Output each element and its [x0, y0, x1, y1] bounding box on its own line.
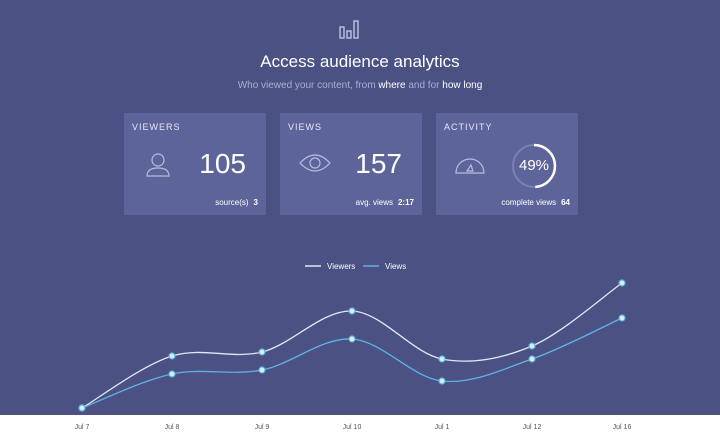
data-point: [438, 355, 446, 363]
x-tick-label: Jul 12: [523, 424, 542, 431]
logo-icon: [339, 20, 359, 39]
legend-label: Views: [385, 262, 406, 271]
card-value: 105: [199, 148, 246, 179]
x-tick-label: Jul 10: [343, 424, 362, 431]
card-footer: source(s) 3: [215, 198, 258, 207]
views-card: VIEWS 157 avg. views 2:17: [280, 113, 422, 215]
x-tick-label: Jul 8: [165, 424, 180, 431]
data-point: [168, 370, 176, 378]
viewers-card: VIEWERS 105 source(s) 3: [124, 113, 266, 215]
data-point: [528, 342, 536, 350]
ring-arc: [533, 143, 557, 189]
title: Access audience analytics: [260, 52, 460, 71]
footer-value: 64: [561, 198, 570, 207]
card-footer: complete views 64: [501, 198, 570, 207]
axis-strip: [0, 415, 720, 438]
card-icon: [146, 153, 170, 177]
card-icon: [455, 143, 557, 189]
card-value: 157: [355, 148, 402, 179]
subtitle-emphasis: how long: [442, 80, 483, 91]
data-point: [168, 352, 176, 360]
card-footer: avg. views 2:17: [356, 198, 414, 207]
data-point: [438, 377, 446, 385]
x-tick-label: Jul 7: [75, 424, 90, 431]
card-value: 49%: [518, 157, 550, 174]
footer-label: avg. views: [355, 198, 393, 207]
data-point: [348, 335, 356, 343]
data-point: [618, 279, 626, 287]
data-point: [78, 404, 86, 412]
x-tick-label: Jul 9: [255, 424, 270, 431]
card-label: VIEWERS: [132, 122, 181, 132]
series-line: [81, 317, 623, 409]
card-label: ACTIVITY: [444, 122, 493, 132]
subtitle-emphasis: where: [378, 80, 406, 91]
footer-label: complete views: [501, 198, 557, 207]
x-tick-label: Jul 16: [613, 424, 632, 431]
card-label: VIEWS: [288, 122, 323, 132]
footer-value: 2:17: [397, 198, 414, 207]
legend-label: Viewers: [327, 262, 355, 271]
subtitle-text: Who viewed your content, from: [237, 80, 376, 91]
subtitle: Who viewed your content, from where and …: [0, 80, 720, 91]
data-point: [348, 307, 356, 315]
x-tick-label: Jul 1: [435, 424, 450, 431]
data-point: [618, 314, 626, 322]
subtitle-text: and for: [408, 80, 440, 91]
footer-label: source(s): [215, 198, 249, 207]
footer-value: 3: [253, 198, 258, 207]
card-icon: [299, 154, 331, 172]
series-line: [81, 282, 623, 409]
data-point: [258, 366, 266, 374]
data-point: [258, 348, 266, 356]
data-point: [528, 355, 536, 363]
activity-card: ACTIVITY 49% complete views 64: [436, 113, 578, 215]
